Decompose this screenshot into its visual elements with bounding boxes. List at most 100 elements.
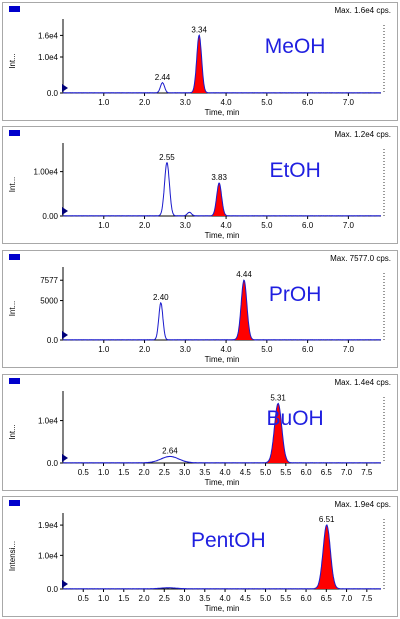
peak-rt-label: 2.44 xyxy=(155,73,171,82)
x-tick-label: 4.5 xyxy=(240,468,252,477)
x-tick-label: 7.0 xyxy=(343,345,355,354)
x-tick-label: 5.0 xyxy=(260,594,272,603)
baseline-pointer-icon xyxy=(62,331,68,339)
x-tick-label: 4.0 xyxy=(219,468,231,477)
x-tick-label: 1.0 xyxy=(98,468,110,477)
y-tick-label: 0.0 xyxy=(47,89,59,98)
solvent-label: MeOH xyxy=(265,35,326,58)
y-axis-label: Intensi... xyxy=(8,541,17,571)
x-tick-label: 2.0 xyxy=(139,221,151,230)
x-tick-label: 4.5 xyxy=(240,594,252,603)
x-axis-label: Time, min xyxy=(205,355,240,364)
peak-fill-area xyxy=(191,35,207,93)
chromatogram-plot-2: Max. 1.2e4 cps. Int... 1.00e4 0.00 1.0 2.0 3.0… xyxy=(8,130,391,240)
x-tick-label: 7.0 xyxy=(341,594,353,603)
peak-rt-label: 3.34 xyxy=(191,25,207,34)
chromatogram-plot-5: Max. 1.9e4 cps. Intensi... 1.9e4 1.0e4 0.0 0.… xyxy=(8,500,391,613)
y-tick-label: 0.0 xyxy=(47,459,59,468)
x-tick-label: 6.5 xyxy=(321,594,333,603)
panel-marker-icon xyxy=(9,254,20,260)
chromatogram-plot-1: Max. 1.6e4 cps. Int... 1.6e4 1.0e4 0.0 1.0 2.0… xyxy=(8,6,391,117)
baseline-pointer-icon xyxy=(62,207,68,215)
x-tick-label: 4.0 xyxy=(221,345,233,354)
chromatogram-panel-1: Max. 1.6e4 cps. Int... 1.6e4 1.0e4 0.0 1.0 2.0… xyxy=(2,2,398,121)
x-tick-label: 5.0 xyxy=(260,468,272,477)
x-tick-label: 2.5 xyxy=(159,594,171,603)
x-tick-label: 2.0 xyxy=(139,98,151,107)
chromatogram-trace-line xyxy=(62,524,381,590)
x-tick-label: 6.0 xyxy=(302,345,314,354)
solvent-label: EtOH xyxy=(269,159,320,182)
x-tick-label: 1.0 xyxy=(98,98,110,107)
panel-marker-icon xyxy=(9,378,20,384)
baseline-pointer-icon xyxy=(62,84,68,92)
y-tick-label: 0.0 xyxy=(47,336,59,345)
x-tick-label: 1.0 xyxy=(98,594,110,603)
x-tick-label: 4.0 xyxy=(221,98,233,107)
peak-rt-label: 2.55 xyxy=(159,153,175,162)
x-tick-label: 3.0 xyxy=(180,98,192,107)
peak-rt-label: 2.40 xyxy=(153,293,169,302)
peak-rt-label: 4.44 xyxy=(236,270,252,279)
y-tick-label: 5000 xyxy=(40,297,58,306)
y-tick-label: 1.9e4 xyxy=(38,521,59,530)
y-tick-label: 1.00e4 xyxy=(34,168,59,177)
max-intensity-label: Max. 1.4e4 cps. xyxy=(335,378,391,387)
x-tick-label: 3.0 xyxy=(180,345,192,354)
chromatogram-panel-3: Max. 7577.0 cps. Int... 7577 5000 0.0 1.0 2.0 3… xyxy=(2,250,398,368)
solvent-label: PentOH xyxy=(191,529,266,552)
panel-marker-icon xyxy=(9,500,20,506)
chromatogram-panel-2: Max. 1.2e4 cps. Int... 1.00e4 0.00 1.0 2.0 3.0… xyxy=(2,126,398,244)
peak-rt-label: 5.31 xyxy=(270,394,286,403)
x-tick-label: 0.5 xyxy=(78,468,90,477)
chromatogram-trace-line xyxy=(62,161,381,217)
solvent-label: BuOH xyxy=(267,407,324,430)
x-tick-label: 3.0 xyxy=(179,468,191,477)
x-tick-label: 2.0 xyxy=(138,594,150,603)
y-tick-label: 1.0e4 xyxy=(38,417,59,426)
panel-marker-icon xyxy=(9,6,20,12)
x-tick-label: 5.0 xyxy=(261,345,273,354)
y-tick-label: 7577 xyxy=(40,276,58,285)
y-tick-label: 1.6e4 xyxy=(38,31,59,40)
y-axis-label: Int... xyxy=(8,424,17,440)
y-tick-label: 1.0e4 xyxy=(38,551,59,560)
chromatogram-plot-3: Max. 7577.0 cps. Int... 7577 5000 0.0 1.0 2.0 3… xyxy=(8,254,391,364)
x-axis-label: Time, min xyxy=(205,604,240,613)
x-axis-label: Time, min xyxy=(205,231,240,240)
x-tick-label: 7.5 xyxy=(361,594,373,603)
chromatogram-panel-4: Max. 1.4e4 cps. Int... 1.0e4 0.0 0.5 1.0 1.5 2.… xyxy=(2,374,398,491)
x-tick-label: 5.5 xyxy=(280,594,292,603)
x-tick-label: 6.0 xyxy=(300,594,312,603)
x-tick-label: 3.5 xyxy=(199,468,211,477)
x-tick-label: 3.0 xyxy=(179,594,191,603)
chromatogram-trace-line xyxy=(62,34,381,94)
x-tick-label: 1.0 xyxy=(98,221,110,230)
chromatogram-trace-line xyxy=(62,279,381,341)
peak-fill-area xyxy=(234,280,254,340)
x-tick-label: 6.0 xyxy=(302,221,314,230)
chromatogram-plot-4: Max. 1.4e4 cps. Int... 1.0e4 0.0 0.5 1.0 1.5 2.… xyxy=(8,378,391,487)
x-tick-label: 7.0 xyxy=(341,468,353,477)
y-tick-label: 0.0 xyxy=(47,585,59,594)
x-tick-label: 7.0 xyxy=(343,98,355,107)
y-tick-label: 1.0e4 xyxy=(38,53,59,62)
baseline-pointer-icon xyxy=(62,454,68,462)
y-axis-label: Int... xyxy=(8,301,17,317)
peak-fill-area xyxy=(315,525,339,589)
chromatogram-trace-line xyxy=(62,402,381,464)
x-axis-label: Time, min xyxy=(205,478,240,487)
x-tick-label: 7.0 xyxy=(343,221,355,230)
x-tick-label: 4.0 xyxy=(221,221,233,230)
x-tick-label: 2.0 xyxy=(138,468,150,477)
peak-fill-area xyxy=(211,183,227,216)
x-tick-label: 0.5 xyxy=(78,594,90,603)
x-tick-label: 5.0 xyxy=(261,221,273,230)
x-tick-label: 4.0 xyxy=(219,594,231,603)
x-tick-label: 2.5 xyxy=(159,468,171,477)
x-tick-label: 5.5 xyxy=(280,468,292,477)
y-tick-label: 0.00 xyxy=(42,212,58,221)
x-tick-label: 1.5 xyxy=(118,468,130,477)
x-tick-label: 6.0 xyxy=(302,98,314,107)
peak-rt-label: 6.51 xyxy=(319,515,335,524)
